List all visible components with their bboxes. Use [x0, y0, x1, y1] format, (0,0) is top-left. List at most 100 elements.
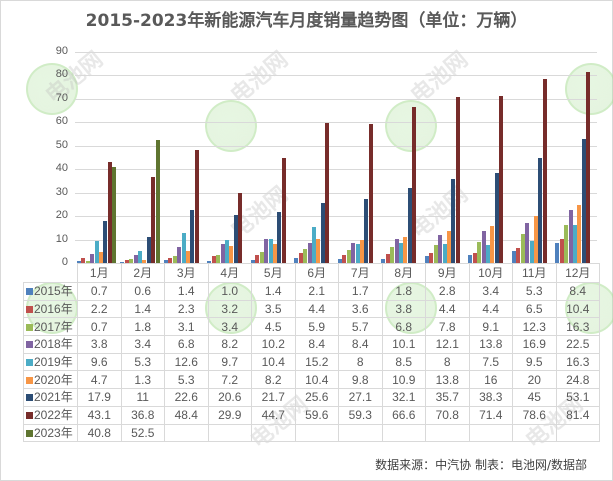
table-cell — [512, 423, 557, 443]
table-cell — [338, 423, 383, 443]
bar — [481, 230, 486, 263]
bar — [133, 255, 138, 263]
bar — [438, 234, 443, 263]
bar — [586, 72, 591, 263]
legend-label: 2023年 — [34, 425, 73, 440]
bar — [342, 254, 347, 263]
table-row: 2022年 43.1 36.8 48.4 29.9 44.7 59.6 59.3 66.6 70.… — [23, 405, 600, 425]
table-row: 2015年 0.7 0.6 1.4 1.0 1.4 2.1 1.7 1.8 2.8 3.4 5.3 8.… — [23, 282, 600, 301]
bar — [429, 252, 434, 263]
table-row: 2021年 17.9 11 22.6 20.6 21.7 25.6 27.1 32.1 35.7 3… — [23, 388, 600, 407]
table-cell: 9.6 — [77, 352, 122, 372]
table-cell: 0.6 — [120, 282, 165, 301]
bar — [325, 123, 330, 263]
table-cell: 17.9 — [77, 388, 122, 407]
bar — [403, 237, 408, 263]
bar — [529, 240, 534, 263]
table-cell: 12.3 — [512, 317, 557, 337]
table-cell: 5.3 — [512, 282, 557, 301]
table-cell: 22.6 — [164, 388, 209, 407]
gridline — [75, 216, 597, 218]
y-tick-label: 40 — [55, 162, 68, 175]
bar — [407, 187, 412, 263]
table-cell: 9.8 — [338, 370, 383, 390]
table-cell: 7.5 — [468, 352, 513, 372]
table-cell: 10.9 — [381, 370, 426, 390]
legend-entry: 2017年 — [23, 317, 78, 337]
table-cell — [555, 423, 600, 443]
month-header: 8月 — [381, 263, 426, 283]
bar — [573, 224, 578, 263]
table-cell: 1.4 — [164, 282, 209, 301]
data-table: 1月 2月 3月 4月 5月 6月 7月 8月 9月 10月 11月 12月 2015年 0.7 0.6 1.… — [23, 263, 600, 443]
bar — [220, 243, 225, 263]
source-footer: 数据来源：中汽协 制表：电池网/数据部 — [375, 458, 587, 472]
table-cell: 25.6 — [294, 388, 339, 407]
bar — [142, 259, 147, 263]
bar — [307, 243, 312, 263]
y-tick-label: 90 — [55, 45, 68, 57]
bar — [355, 244, 360, 263]
bar — [390, 247, 395, 263]
table-cell: 4.4 — [468, 299, 513, 319]
y-tick-label: 70 — [55, 91, 68, 104]
table-cell — [381, 423, 426, 443]
table-cell — [294, 423, 339, 443]
table-row: 2020年 4.7 1.3 5.3 7.2 8.2 10.4 9.8 10.9 13.8 16 20 2… — [23, 370, 600, 390]
y-tick-label: 20 — [55, 209, 68, 222]
table-cell: 8.4 — [294, 335, 339, 354]
table-cell: 6.5 — [512, 299, 557, 319]
plot-area — [75, 52, 597, 263]
bar — [268, 238, 273, 263]
bar — [85, 261, 90, 263]
table-cell: 6.8 — [164, 335, 209, 354]
bar — [177, 247, 182, 263]
month-header: 1月 — [77, 263, 122, 283]
table-row: 2017年 0.7 1.8 3.1 3.4 4.5 5.9 5.7 6.8 7.8 9.1 12.3 1… — [23, 317, 600, 337]
table-cell: 3.4 — [207, 317, 252, 337]
bar — [124, 259, 129, 263]
bar — [494, 173, 499, 263]
bar — [516, 247, 521, 263]
legend-swatch-icon — [26, 412, 33, 420]
legend-label: 2020年 — [34, 372, 73, 387]
table-cell: 3.1 — [164, 317, 209, 337]
bar — [364, 199, 369, 263]
bar — [472, 252, 477, 263]
legend-label: 2015年 — [34, 284, 73, 299]
table-cell: 24.8 — [555, 370, 600, 390]
table-cell: 2.8 — [425, 282, 470, 301]
bar — [185, 250, 190, 263]
table-cell: 8 — [338, 352, 383, 372]
bar — [238, 192, 243, 263]
table-cell: 59.6 — [294, 405, 339, 425]
bar — [511, 250, 516, 263]
bar — [264, 239, 269, 263]
legend-swatch-icon — [26, 288, 33, 296]
bar — [451, 179, 456, 263]
month-header: 6月 — [294, 263, 339, 283]
y-tick-label: 80 — [55, 68, 68, 81]
table-cell: 16.9 — [512, 335, 557, 354]
bar — [442, 244, 447, 263]
table-cell: 71.4 — [468, 405, 513, 425]
table-cell: 13.8 — [425, 370, 470, 390]
bar — [312, 227, 317, 263]
legend-entry: 2021年 — [23, 388, 78, 407]
bar — [346, 249, 351, 263]
table-cell: 1.8 — [381, 282, 426, 301]
table-cell: 21.7 — [251, 388, 296, 407]
bar — [94, 240, 99, 263]
month-header: 5月 — [251, 263, 296, 283]
bar — [320, 202, 325, 263]
bar — [538, 157, 543, 263]
bar — [520, 234, 525, 263]
table-cell: 1.4 — [120, 299, 165, 319]
legend-entry: 2019年 — [23, 352, 78, 372]
bar — [190, 210, 195, 263]
bar — [194, 149, 199, 263]
legend-entry: 2018年 — [23, 335, 78, 354]
bar — [76, 261, 81, 263]
bar — [412, 106, 417, 263]
table-cell: 0.7 — [77, 317, 122, 337]
